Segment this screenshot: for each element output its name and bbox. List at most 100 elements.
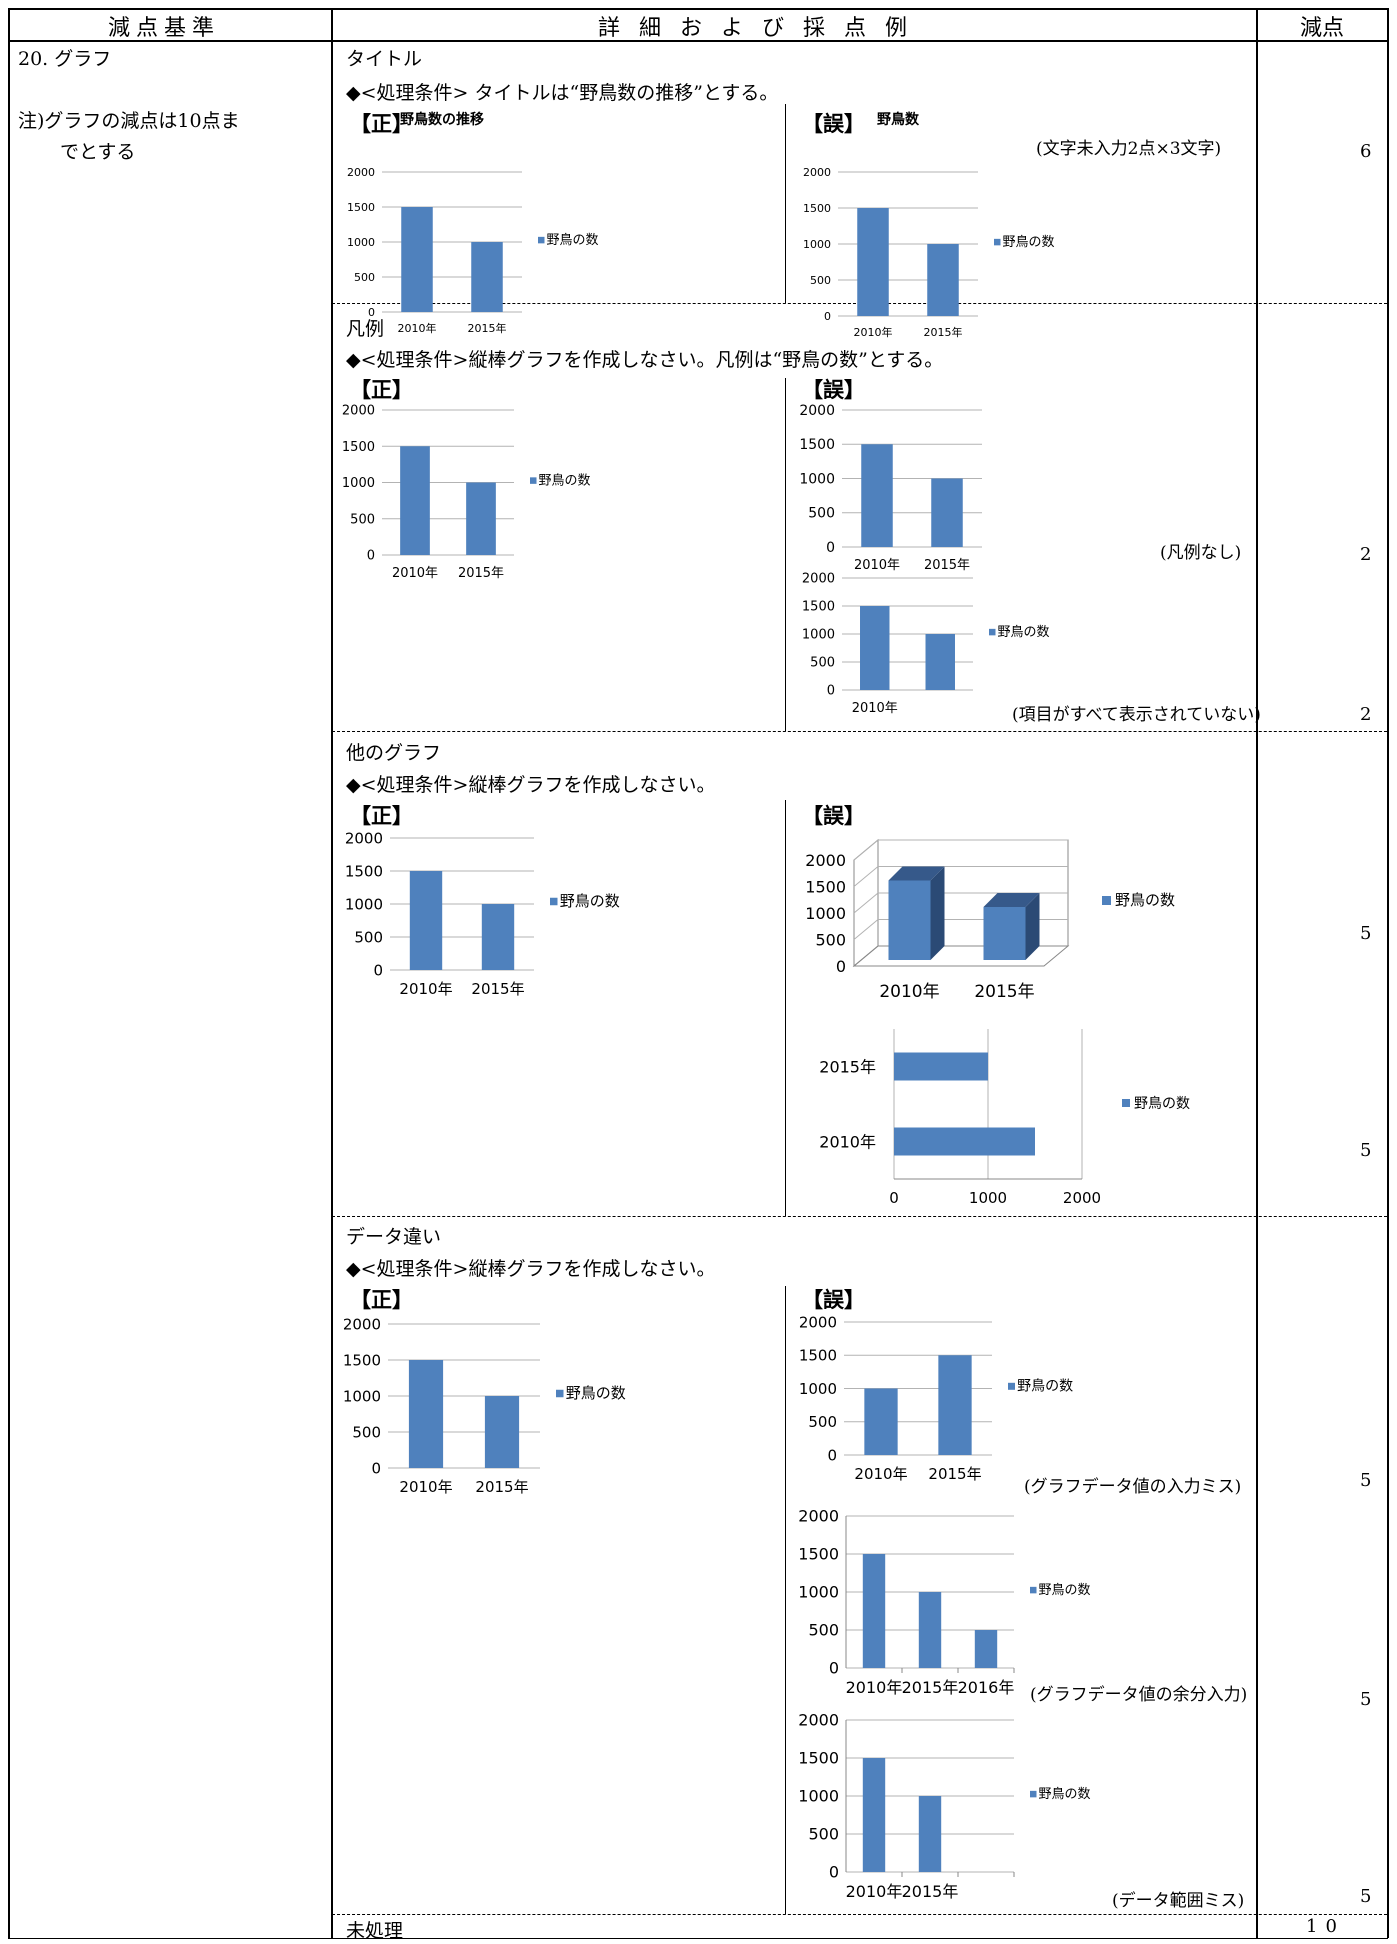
points-legend-2: 2 bbox=[1360, 704, 1372, 725]
y-category-label: 2010年 bbox=[819, 1133, 876, 1152]
legend-label: 野鳥の数 bbox=[560, 892, 620, 910]
y-tick-label: 500 bbox=[808, 1621, 839, 1640]
legend-label: 野鳥の数 bbox=[538, 474, 590, 489]
y-tick-label: 1000 bbox=[342, 476, 375, 491]
y-tick-label: 2000 bbox=[802, 572, 835, 587]
bar bbox=[484, 1396, 520, 1468]
chart-title: 野鳥数 bbox=[877, 111, 920, 128]
x-category-label: 2010年 bbox=[854, 325, 893, 339]
x-category-label: 2010年 bbox=[879, 982, 939, 1002]
bar-top bbox=[983, 893, 1040, 907]
y-tick-label: 1500 bbox=[799, 1347, 837, 1365]
legend-swatch bbox=[989, 628, 996, 636]
x-category-label: 2010年 bbox=[398, 321, 437, 335]
y-tick-label: 1000 bbox=[805, 904, 846, 923]
chart-other-3d: 2000 1500 1000 500 0 2010年 2015年 野鳥の数 bbox=[805, 838, 1175, 1002]
label-wrong: 【誤】 bbox=[802, 1287, 865, 1312]
chart-data-extra: 2000 1500 1000 500 0 2010年 2015年 2016年 野鳥の数 bbox=[798, 1507, 1090, 1697]
x-category-label: 2010年 bbox=[392, 566, 438, 581]
y-tick-label: 1500 bbox=[802, 600, 835, 615]
x-category-label: 2015年 bbox=[471, 980, 524, 998]
section-heading-data: データ違い bbox=[346, 1226, 442, 1248]
note-items-missing: (項目がすべて表示されていない) bbox=[1012, 705, 1261, 725]
label-wrong: 【誤】 bbox=[802, 377, 865, 402]
label-correct: 【正】 bbox=[350, 1287, 413, 1312]
y-tick-label: 500 bbox=[354, 271, 375, 284]
legend-swatch bbox=[1030, 1790, 1037, 1798]
note-data-extra: (グラフデータ値の余分入力) bbox=[1030, 1685, 1248, 1705]
y-tick-label: 1000 bbox=[799, 1380, 837, 1398]
label-correct: 【正】 bbox=[350, 111, 413, 136]
x-category-label: 2016年 bbox=[958, 1678, 1015, 1697]
legend-swatch bbox=[550, 897, 558, 906]
gridline bbox=[853, 839, 879, 861]
y-tick-label: 1000 bbox=[343, 1387, 381, 1405]
condition-legend: ◆<処理条件>縦棒グラフを作成しなさい。凡例は“野鳥の数”とする。 bbox=[346, 349, 944, 371]
label-wrong: 【誤】 bbox=[802, 803, 865, 828]
y-tick-label: 1000 bbox=[803, 238, 831, 251]
x-category-label: 2010年 bbox=[846, 1678, 903, 1697]
bar bbox=[974, 1630, 998, 1668]
y-tick-label: 2000 bbox=[342, 404, 375, 419]
x-category-label: 2015年 bbox=[468, 321, 507, 335]
y-tick-label: 0 bbox=[829, 1863, 839, 1882]
legend-label: 野鳥の数 bbox=[1038, 1583, 1090, 1598]
x-category-label: 2015年 bbox=[475, 1478, 528, 1496]
x-category-label: 2015年 bbox=[458, 566, 504, 581]
bar bbox=[857, 208, 889, 316]
points-other-2: 5 bbox=[1360, 1140, 1372, 1161]
bar bbox=[409, 871, 443, 970]
y-tick-label: 500 bbox=[810, 274, 831, 287]
example-divider bbox=[785, 104, 786, 303]
x-category-label: 2010年 bbox=[852, 701, 898, 716]
y-tick-label: 1500 bbox=[347, 201, 375, 214]
example-divider bbox=[785, 378, 786, 731]
bar bbox=[481, 904, 515, 970]
y-tick-label: 0 bbox=[829, 1659, 839, 1678]
y-tick-label: 2000 bbox=[798, 1711, 839, 1730]
bar bbox=[400, 446, 430, 555]
chart-title: 野鳥数の推移 bbox=[400, 111, 484, 128]
points-data-3: 5 bbox=[1360, 1886, 1372, 1907]
section-heading-other: 他のグラフ bbox=[346, 742, 442, 764]
section-heading-legend: 凡例 bbox=[346, 318, 385, 340]
legend-swatch bbox=[1102, 896, 1111, 905]
x-category-label: 2015年 bbox=[902, 1882, 959, 1901]
chart-data-input-error: 2000 1500 1000 500 0 2010年 2015年 野鳥の数 bbox=[799, 1313, 1073, 1483]
bar bbox=[864, 1388, 898, 1455]
chart-data-range: 2000 1500 1000 500 0 2010年 2015年 野鳥の数 bbox=[798, 1711, 1090, 1901]
y-tick-label: 500 bbox=[810, 656, 835, 671]
y-tick-label: 1500 bbox=[342, 440, 375, 455]
x-category-label: 2010年 bbox=[846, 1882, 903, 1901]
chart-legend-missing-items: 2000 1500 1000 500 0 2010年 野鳥の数 bbox=[802, 572, 1050, 716]
bar bbox=[471, 242, 503, 312]
y-tick-label: 1500 bbox=[805, 878, 846, 897]
y-tick-label: 500 bbox=[808, 1825, 839, 1844]
y-tick-label: 1000 bbox=[345, 895, 383, 913]
floor bbox=[852, 945, 1070, 967]
legend-label: 野鳥の数 bbox=[546, 233, 598, 248]
y-tick-label: 1500 bbox=[345, 862, 383, 880]
bar bbox=[401, 207, 433, 312]
y-tick-label: 0 bbox=[836, 957, 846, 976]
y-tick-label: 2000 bbox=[347, 166, 375, 179]
y-tick-label: 0 bbox=[367, 549, 375, 564]
legend-label: 野鳥の数 bbox=[1038, 1787, 1090, 1802]
legend-label: 野鳥の数 bbox=[1115, 891, 1175, 909]
x-category-label: 2010年 bbox=[854, 558, 900, 573]
legend-label: 野鳥の数 bbox=[1134, 1096, 1190, 1112]
gridline bbox=[853, 892, 879, 914]
bar bbox=[862, 1554, 886, 1668]
legend-swatch bbox=[538, 236, 545, 244]
bar bbox=[918, 1796, 942, 1872]
y-tick-label: 0 bbox=[827, 1446, 837, 1464]
legend-label: 野鳥の数 bbox=[1017, 1379, 1073, 1395]
x-category-label: 2015年 bbox=[902, 1678, 959, 1697]
y-tick-label: 500 bbox=[352, 1423, 381, 1441]
condition-data: ◆<処理条件>縦棒グラフを作成しなさい。 bbox=[346, 1258, 716, 1280]
y-tick-label: 500 bbox=[350, 512, 375, 527]
legend-swatch bbox=[1008, 1382, 1015, 1390]
condition-title: ◆<処理条件> タイトルは“野鳥数の推移”とする。 bbox=[346, 82, 779, 104]
y-tick-label: 1000 bbox=[798, 1583, 839, 1602]
y-tick-label: 2000 bbox=[798, 1507, 839, 1526]
